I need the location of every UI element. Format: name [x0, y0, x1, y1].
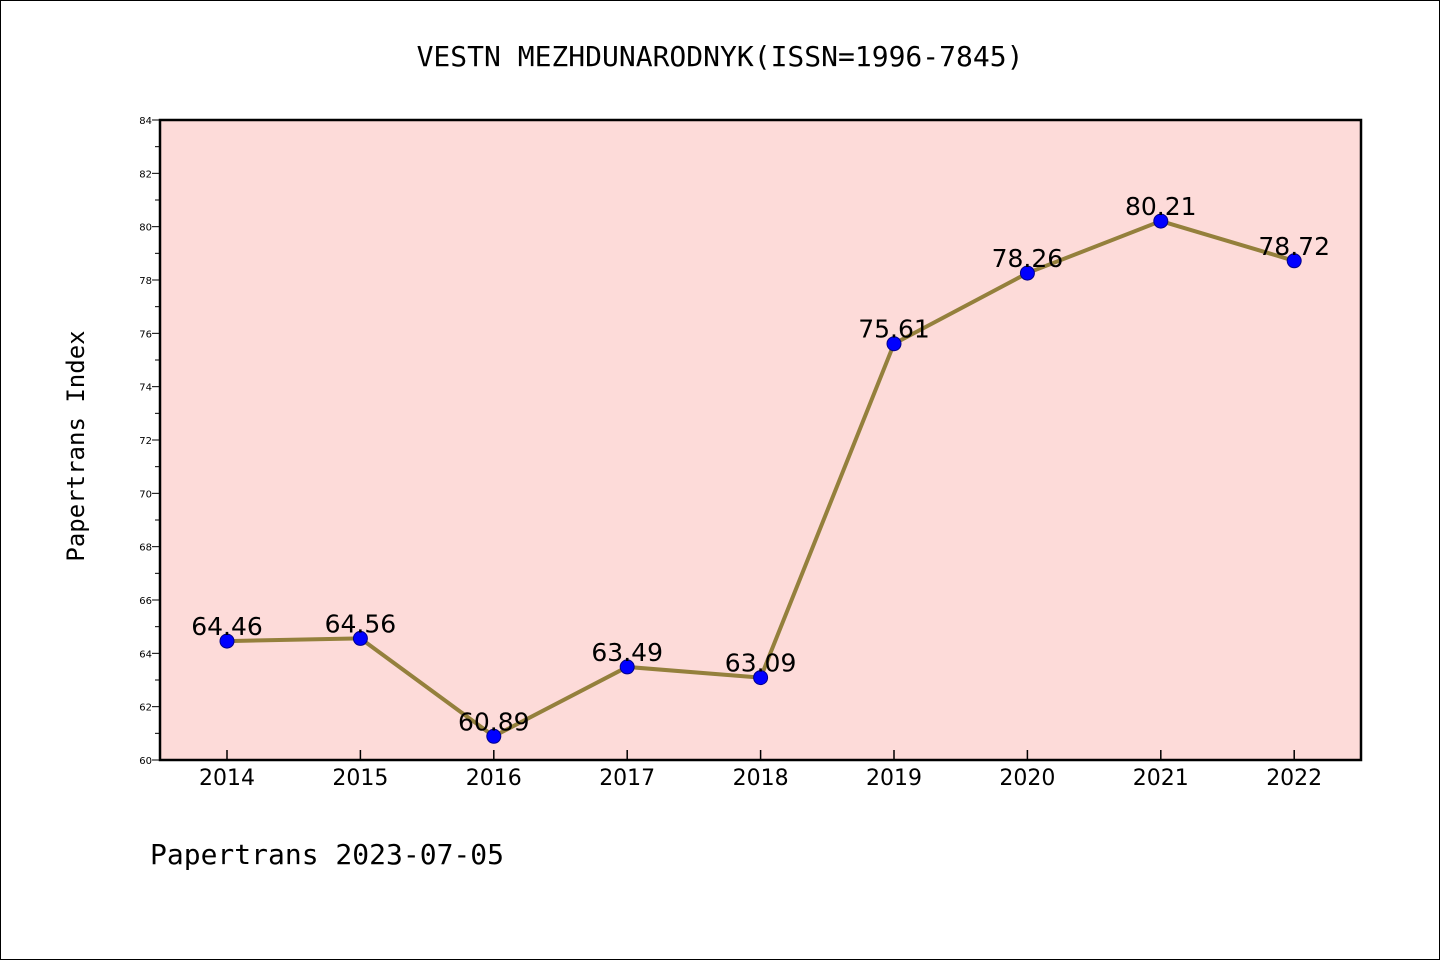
data-point: [1153, 213, 1169, 229]
data-label: 63.49: [591, 638, 663, 667]
data-label: 63.09: [725, 649, 797, 678]
chart-title: VESTN MEZHDUNARODNYK(ISSN=1996-7845): [417, 40, 1024, 73]
footer-credit: Papertrans 2023-07-05: [150, 838, 504, 871]
x-tick-label: 2021: [1133, 766, 1189, 791]
data-point: [1286, 253, 1302, 269]
y-tick-label: 74: [139, 383, 152, 394]
data-point: [219, 633, 235, 649]
x-axis: 2014 2015 2016 2017 2018 2019 2020 2021 2022: [199, 750, 1322, 791]
data-point: [619, 659, 635, 675]
y-tick-label: 68: [139, 543, 152, 554]
data-label: 80.21: [1125, 192, 1197, 221]
x-tick-label: 2020: [999, 766, 1055, 791]
y-tick-label: 76: [139, 329, 152, 340]
y-tick-label: 82: [139, 169, 152, 180]
x-tick-label: 2016: [466, 766, 522, 791]
y-tick-label: 78: [139, 276, 152, 287]
data-label: 64.56: [325, 609, 397, 638]
y-tick-label: 66: [139, 596, 152, 607]
y-tick-label: 70: [139, 489, 152, 500]
data-point: [753, 670, 769, 686]
y-axis: 60 62 64 66 68 70 72 74 76 78 80 82 84: [139, 116, 160, 767]
x-tick-label: 2015: [332, 766, 388, 791]
data-point: [352, 630, 368, 646]
data-point: [486, 728, 502, 744]
data-label: 64.46: [191, 612, 263, 641]
y-tick-label: 72: [139, 436, 152, 447]
data-label: 78.26: [992, 244, 1064, 273]
y-axis-label: Papertrans Index: [62, 330, 90, 561]
x-tick-label: 2022: [1266, 766, 1322, 791]
y-tick-label: 84: [139, 116, 152, 127]
data-label: 78.72: [1258, 232, 1330, 261]
y-tick-label: 80: [139, 223, 152, 234]
plot-border: [158, 118, 1363, 762]
x-tick-label: 2019: [866, 766, 922, 791]
x-tick-label: 2014: [199, 766, 255, 791]
y-tick-label: 60: [139, 756, 152, 767]
data-point: [1019, 265, 1035, 281]
data-label: 60.89: [458, 707, 530, 736]
data-point: [886, 336, 902, 352]
x-tick-label: 2018: [733, 766, 789, 791]
data-labels: 64.46 64.56 60.89 63.49 63.09 75.61 78.26 80.21…: [191, 192, 1330, 736]
y-tick-label: 64: [139, 649, 152, 660]
data-points: [219, 213, 1302, 744]
y-tick-label: 62: [139, 703, 152, 714]
x-tick-label: 2017: [599, 766, 655, 791]
data-label: 75.61: [858, 315, 930, 344]
